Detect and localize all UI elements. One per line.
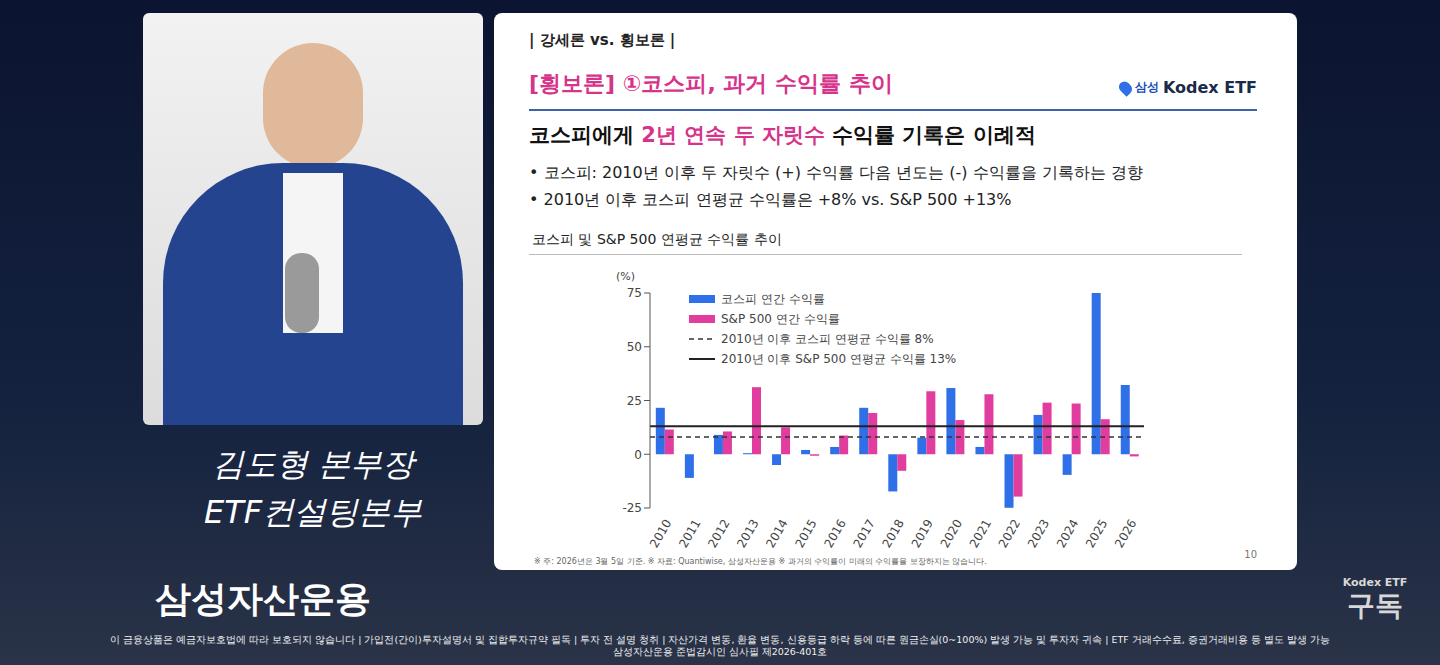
html-text:• 2010년 이후 코스피 연평균 수익률은 +8% vs: • 2010년 이후 코스피 연평균 수익률은 +8% vs. S&P 500 … xyxy=(529,190,1012,209)
html-text:삼성 Kodex ETF: 삼성 Kodex ETF xyxy=(1134,78,1257,97)
svg-text:2025: 2025 xyxy=(1083,517,1110,550)
svg-text:2011: 2011 xyxy=(676,517,703,550)
html-text:ETF컨설팅본부: ETF컨설팅본부 xyxy=(203,493,423,531)
svg-text:2014: 2014 xyxy=(763,517,790,550)
html-text:10: 10 xyxy=(1244,549,1257,560)
html-text:2010년 이후 코스피 연평균 수익률 8%: 2010년 이후 코스피 연평균 수익률 8% xyxy=(721,332,934,346)
html-text:Kodex ETF: Kodex ETF xyxy=(1342,576,1408,589)
html-text:2010년 이후 S&P 500 연평균 수익률 13%: 2010년 이후 S&P 500 연평균 수익률 13% xyxy=(721,352,957,366)
html-text:[횡보론] ①코스피, 과거 수익률 추이: [횡보론] ①코스피, 과거 수익률 추이 xyxy=(529,71,893,96)
svg-text:25: 25 xyxy=(627,394,642,408)
svg-text:2022: 2022 xyxy=(996,517,1023,550)
html-text:| 강세론 vs. 횡보론 |: | 강세론 vs. 횡보론 | xyxy=(529,31,676,49)
html-text:이 금융상품은 예금자보호법에 따라 보호되지 않습니다 |: 이 금융상품은 예금자보호법에 따라 보호되지 않습니다 | 가입전(간이)투자… xyxy=(110,634,1330,645)
svg-text:75: 75 xyxy=(627,286,642,300)
svg-text:2015: 2015 xyxy=(792,517,819,550)
svg-text:50: 50 xyxy=(627,340,642,354)
html-text:• 코스피: 2010년 이후 두 자릿수 (+) 수익률: • 코스피: 2010년 이후 두 자릿수 (+) 수익률 다음 년도는 (-)… xyxy=(529,163,1143,182)
svg-text:2018: 2018 xyxy=(880,517,907,550)
svg-text:2013: 2013 xyxy=(734,517,761,550)
html-text:코스피 및 S&P 500 연평균 수익률 추이: 코스피 및 S&P 500 연평균 수익률 추이 xyxy=(532,231,782,247)
svg-text:2017: 2017 xyxy=(851,517,878,550)
html-text:코스피 연간 수익률: 코스피 연간 수익률 xyxy=(721,292,825,306)
svg-text:2019: 2019 xyxy=(909,517,936,550)
svg-text:2026: 2026 xyxy=(1112,517,1139,550)
html-text:김도형 본부장: 김도형 본부장 xyxy=(211,445,415,483)
svg-text:2010: 2010 xyxy=(647,517,674,550)
svg-text:2020: 2020 xyxy=(938,517,965,550)
html-text:삼성자산운용 준법감시인 심사필 제2026-401호: 삼성자산운용 준법감시인 심사필 제2026-401호 xyxy=(612,646,828,657)
svg-text:2024: 2024 xyxy=(1054,517,1081,550)
html-text:※ 주: 2026년은 3월 5일 기준. ※ 자료: Qu: ※ 주: 2026년은 3월 5일 기준. ※ 자료: Quantiwise, … xyxy=(534,557,987,566)
svg-text:2021: 2021 xyxy=(967,517,994,550)
svg-text:2012: 2012 xyxy=(705,517,732,550)
html-text:삼성자산운용: 삼성자산운용 xyxy=(155,578,371,619)
html-text:구독: 구독 xyxy=(1347,589,1403,622)
html-text:S&P 500 연간 수익률: S&P 500 연간 수익률 xyxy=(721,312,840,326)
html-text:코스피에게2년 연속 두 자릿수수익률 기록은 이례적: 코스피에게2년 연속 두 자릿수수익률 기록은 이례적 xyxy=(529,123,1036,147)
svg-text:2023: 2023 xyxy=(1025,517,1052,550)
svg-text:0: 0 xyxy=(634,448,642,462)
svg-text:-25: -25 xyxy=(622,501,642,515)
svg-text:2016: 2016 xyxy=(821,517,848,550)
